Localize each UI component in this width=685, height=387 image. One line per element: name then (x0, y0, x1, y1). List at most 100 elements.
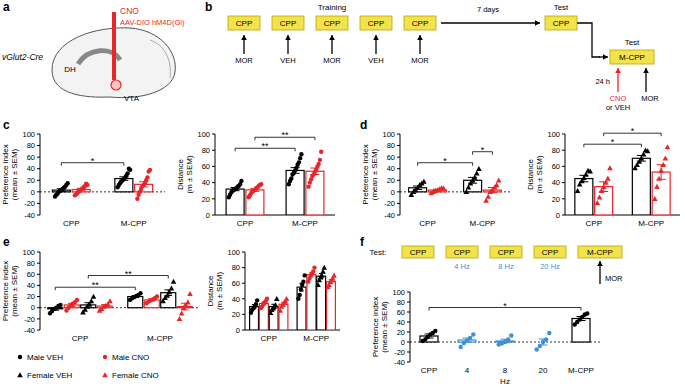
y-axis-label-line: (m ± SEM) (535, 155, 544, 194)
y-tick (212, 215, 215, 216)
data-point (426, 335, 430, 339)
y-tick (37, 215, 40, 216)
error-line (429, 334, 430, 338)
session-label: CPP (324, 19, 340, 28)
y-tick-label: 20 (387, 176, 395, 185)
y-tick-label: 0 (401, 338, 405, 347)
y-tick-label: 0 (31, 188, 35, 197)
data-point (179, 310, 185, 315)
bar (297, 287, 306, 330)
treatment-label: MOR (641, 94, 659, 103)
error-bar (413, 186, 422, 189)
genotype-label: vGlut2-Cre (2, 52, 43, 62)
error-cap (579, 181, 588, 182)
significance-label: * (91, 156, 95, 166)
data-point (302, 273, 306, 277)
error-bar (637, 155, 646, 161)
arrow-head (603, 54, 608, 60)
error-cap (181, 309, 189, 310)
region-label: DH (64, 65, 76, 74)
error-cap (291, 173, 300, 174)
arrow-head (241, 35, 247, 40)
y-tick (37, 307, 40, 308)
bar (632, 158, 650, 215)
x-tick-label: 4 (465, 366, 470, 375)
y-tick-label: 80 (27, 259, 35, 268)
x-tick-label: CPP (63, 219, 79, 228)
error-cap (281, 306, 285, 307)
data-point (299, 152, 303, 156)
error-line (314, 168, 315, 174)
error-bar (468, 177, 477, 183)
significance-label: * (481, 145, 485, 155)
error-cap (148, 298, 156, 299)
y-tick-label: 100 (392, 288, 405, 297)
y-tick (407, 312, 410, 313)
data-point (578, 317, 582, 321)
x-tick-label: CPP (421, 366, 437, 375)
y-axis-label: Preference index(mean ± SEM) (1, 261, 19, 321)
bar (115, 179, 133, 192)
panel-label: b (205, 0, 212, 14)
y-tick-label: -40 (384, 211, 395, 220)
y-tick (37, 203, 40, 204)
data-point (496, 177, 502, 182)
session-label: M-CPP (587, 248, 613, 257)
data-point (297, 293, 301, 297)
panel-label: e (3, 235, 10, 249)
chart: -40-20020406080100Preference index(mean … (1, 130, 165, 228)
y-tick (407, 332, 410, 333)
x-tick-label: M-CPP (470, 219, 496, 228)
data-point (652, 196, 658, 201)
error-bar (488, 188, 497, 193)
data-point (494, 182, 500, 187)
arrow-head (373, 35, 379, 40)
y-tick (37, 157, 40, 158)
y-tick (407, 362, 410, 363)
bar (226, 189, 244, 215)
error-cap (68, 306, 76, 307)
y-tick-label: 0 (556, 211, 560, 220)
y-axis-label: Preference index(mean ± SEM) (371, 297, 389, 357)
phase-label: Training (318, 3, 347, 12)
y-tick-label: 20 (552, 195, 560, 204)
timeline-f: Test:CPPCPPCPPCPPM-CPP4 Hz8 Hz20 HzMOR (370, 246, 624, 284)
error-cap (599, 191, 608, 192)
data-point (645, 148, 651, 153)
error-cap (181, 303, 189, 304)
significance-label: * (503, 301, 507, 311)
y-tick (37, 168, 40, 169)
treatment-label: MOR (411, 56, 429, 65)
marks (249, 265, 337, 330)
drug-label: CNO (120, 6, 139, 16)
y-axis-label: Distance(m ± SEM) (206, 272, 224, 311)
bar (144, 300, 159, 308)
arrow-head (597, 261, 603, 266)
marks (420, 311, 590, 351)
y-tick (37, 274, 40, 275)
y-tick (407, 322, 410, 323)
y-tick (397, 180, 400, 181)
error-cap (139, 186, 148, 187)
y-tick (242, 252, 245, 253)
error-line (583, 175, 584, 181)
y-axis-label-line: Preference index (1, 144, 10, 204)
data-point (128, 168, 132, 172)
data-point (605, 176, 611, 181)
error-cap (132, 297, 140, 298)
significance-label: ** (281, 130, 289, 140)
chart: -40-20020406080100Preference index(mean … (1, 248, 200, 343)
error-cap (309, 276, 313, 277)
y-tick-label: 0 (391, 188, 395, 197)
error-bar (329, 280, 333, 284)
error-bar (231, 187, 240, 190)
y-tick-label: 20 (397, 328, 405, 337)
chart: 020406080100Distance(m ± SEM)CPPM-CPP (206, 248, 340, 343)
error-bar (463, 338, 472, 342)
legend: Male VEHMale CNOFemale VEHFemale CNO (17, 353, 158, 380)
data-point (471, 332, 475, 336)
data-point (265, 297, 269, 301)
y-tick-label: 80 (387, 141, 395, 150)
error-cap (319, 273, 323, 274)
y-tick (562, 215, 565, 216)
